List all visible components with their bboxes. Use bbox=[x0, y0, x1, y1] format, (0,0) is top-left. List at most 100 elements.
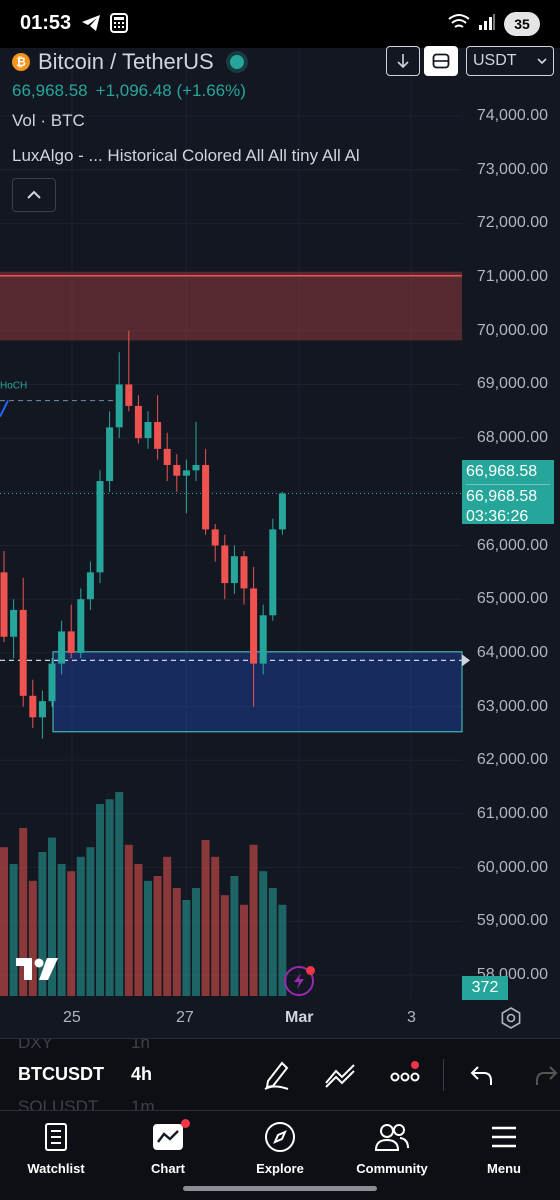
nav-community[interactable]: Community bbox=[336, 1119, 448, 1183]
candle-body bbox=[134, 405, 142, 439]
redo-icon[interactable] bbox=[534, 1059, 560, 1096]
chart-settings-icon[interactable] bbox=[499, 1006, 523, 1035]
volume-bar bbox=[76, 856, 85, 996]
drawing-pen-icon[interactable] bbox=[262, 1059, 292, 1096]
candle-body bbox=[67, 631, 75, 653]
compass-icon bbox=[264, 1119, 296, 1155]
date-label-27: 27 bbox=[176, 1009, 194, 1026]
candle-body bbox=[154, 422, 162, 449]
candle-body bbox=[259, 615, 267, 664]
currency-select[interactable]: USDT bbox=[466, 46, 554, 76]
candle-body bbox=[0, 572, 8, 637]
candle-body bbox=[221, 545, 229, 584]
chart-badge bbox=[181, 1119, 190, 1128]
watchlist-icon bbox=[44, 1119, 68, 1155]
volume-bar bbox=[268, 888, 277, 996]
tradingview-logo[interactable] bbox=[14, 956, 60, 987]
candle-body bbox=[278, 493, 286, 530]
candle-body bbox=[269, 529, 277, 616]
nav-explore[interactable]: Explore bbox=[224, 1119, 336, 1183]
volume-bar bbox=[259, 871, 268, 996]
symbol-title[interactable]: Bitcoin / TetherUS bbox=[38, 49, 214, 74]
price-tick-label: 66,000.00 bbox=[476, 536, 548, 554]
last-price-marker-value: 66,968.58 bbox=[466, 462, 550, 485]
candle-body bbox=[115, 384, 123, 428]
volume-bar bbox=[249, 844, 258, 996]
candle-body bbox=[10, 609, 18, 637]
previous-timeframe[interactable]: 1h bbox=[131, 1038, 150, 1052]
status-time: 01:53 bbox=[20, 12, 72, 34]
fullscreen-icon bbox=[432, 53, 450, 69]
battery-indicator: 35 bbox=[504, 12, 540, 36]
price-tick-label: 73,000.00 bbox=[476, 160, 548, 178]
price-tick-label: 69,000.00 bbox=[476, 375, 548, 393]
volume-bar bbox=[105, 799, 114, 996]
volume-bar bbox=[240, 904, 248, 996]
candle-body bbox=[202, 464, 210, 530]
calculator-icon bbox=[110, 13, 128, 38]
candle-body bbox=[182, 470, 190, 476]
indicator-legend[interactable]: LuxAlgo - ... Historical Colored All All… bbox=[12, 146, 360, 165]
candle-body bbox=[173, 464, 181, 476]
nav-watchlist[interactable]: Watchlist bbox=[0, 1119, 112, 1183]
undo-icon[interactable] bbox=[468, 1059, 496, 1096]
volume-bar bbox=[192, 888, 200, 996]
compare-button[interactable] bbox=[424, 46, 458, 76]
nav-chart[interactable]: Chart bbox=[112, 1119, 224, 1183]
current-symbol[interactable]: BTCUSDT bbox=[18, 1064, 104, 1084]
supply-zone bbox=[0, 271, 462, 341]
market-open-dot bbox=[229, 55, 244, 69]
price-tick-label: 60,000.00 bbox=[476, 858, 548, 876]
collapse-legend-button[interactable] bbox=[12, 178, 56, 212]
volume-legend[interactable]: Vol · BTC bbox=[12, 111, 85, 130]
toolbar-divider bbox=[443, 1059, 444, 1091]
arrow-down-icon bbox=[397, 54, 409, 69]
next-symbol[interactable]: SOLUSDT bbox=[18, 1097, 99, 1110]
next-timeframe[interactable]: 1m bbox=[131, 1097, 155, 1110]
more-options-icon[interactable] bbox=[390, 1059, 422, 1096]
current-timeframe[interactable]: 4h bbox=[131, 1064, 153, 1084]
nav-menu[interactable]: Menu bbox=[448, 1119, 560, 1183]
price-tick-label: 59,000.00 bbox=[476, 912, 548, 930]
candle-body bbox=[240, 556, 248, 589]
status-right-icons: 35 bbox=[448, 12, 540, 36]
price-change: +1,096.48 (+1.66%) bbox=[95, 81, 246, 100]
telegram-icon bbox=[80, 13, 102, 38]
date-label-25: 25 bbox=[63, 1009, 81, 1026]
candle-body bbox=[48, 663, 56, 702]
price-line-marker bbox=[462, 654, 470, 667]
volume-bar bbox=[134, 864, 143, 996]
status-left-icons bbox=[80, 13, 128, 38]
volume-bar bbox=[38, 852, 47, 996]
trend-lines-icon[interactable] bbox=[324, 1059, 358, 1096]
last-price-marker-value-2: 66,968.58 bbox=[466, 488, 538, 505]
alerts-bolt-button[interactable] bbox=[284, 966, 314, 996]
symbol-bar[interactable]: DXY 1h BTCUSDT 4h SOLUSDT 1m bbox=[0, 1038, 560, 1110]
chart-area[interactable]: HoCH ₿ Bitcoin / TetherUS USDT 66,968.58… bbox=[0, 46, 560, 1038]
volume-bar bbox=[144, 880, 152, 996]
volume-bar bbox=[211, 856, 220, 996]
trend-line bbox=[0, 400, 9, 418]
price-chart[interactable]: HoCH bbox=[0, 48, 560, 1038]
nav-label-watchlist: Watchlist bbox=[27, 1161, 85, 1176]
previous-symbol[interactable]: DXY bbox=[18, 1038, 53, 1052]
volume-bar bbox=[153, 876, 162, 996]
nav-label-chart: Chart bbox=[151, 1161, 185, 1176]
lightning-icon bbox=[294, 973, 304, 989]
last-price-marker: 66,968.58 66,968.58 03:36:26 bbox=[462, 460, 554, 525]
candle-body bbox=[230, 556, 238, 584]
candle-body bbox=[106, 427, 114, 482]
candle-body bbox=[250, 588, 258, 664]
symbol-header[interactable]: ₿ Bitcoin / TetherUS bbox=[12, 48, 244, 76]
volume-bar bbox=[57, 864, 66, 996]
people-icon bbox=[375, 1119, 409, 1155]
chart-icon bbox=[152, 1119, 190, 1155]
bitcoin-coin-icon: ₿ bbox=[12, 53, 30, 71]
volume-bar bbox=[201, 840, 210, 996]
download-button[interactable] bbox=[386, 46, 420, 76]
volume-bar bbox=[115, 792, 124, 996]
candle-body bbox=[86, 572, 94, 600]
price-tick-label: 65,000.00 bbox=[476, 590, 548, 608]
date-label-mar: Mar bbox=[285, 1009, 314, 1026]
volume-bar bbox=[163, 856, 172, 996]
